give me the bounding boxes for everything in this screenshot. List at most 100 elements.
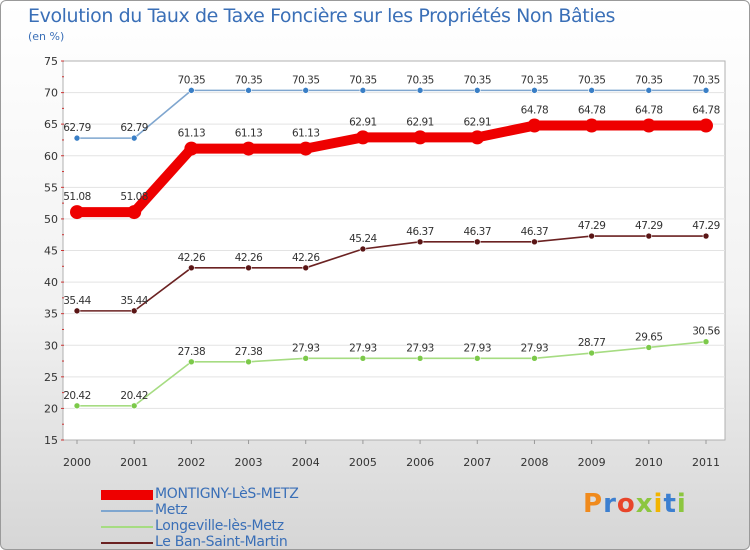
- logo-letter: x: [635, 489, 654, 519]
- logo-letter: i: [676, 489, 687, 519]
- data-point[interactable]: [302, 355, 310, 362]
- data-point[interactable]: [73, 307, 81, 315]
- data-point[interactable]: [584, 118, 599, 133]
- data-label: 47.29: [692, 220, 720, 232]
- data-point[interactable]: [359, 355, 367, 362]
- data-label: 64.78: [578, 105, 606, 117]
- data-point[interactable]: [188, 87, 195, 94]
- data-label: 61.13: [178, 128, 206, 140]
- chart-subtitle: (en %): [28, 30, 65, 43]
- data-label: 62.79: [63, 122, 91, 134]
- logo-letter: P: [583, 489, 604, 519]
- legend-label-longeville: Longeville-lès-Metz: [155, 518, 284, 534]
- data-label: 42.26: [178, 252, 206, 264]
- data-point[interactable]: [702, 338, 710, 346]
- data-point[interactable]: [473, 238, 481, 246]
- data-point[interactable]: [473, 87, 481, 94]
- data-label: 27.38: [235, 346, 263, 358]
- legend-label-metz: Metz: [155, 502, 188, 518]
- data-label: 61.13: [292, 128, 320, 140]
- data-label: 27.38: [178, 346, 206, 358]
- logo-letter: t: [663, 489, 677, 519]
- data-label: 46.37: [406, 226, 434, 238]
- data-point[interactable]: [302, 87, 310, 94]
- data-point[interactable]: [641, 118, 656, 133]
- series-line-0: [72, 120, 711, 218]
- y-tick-label: 30: [44, 339, 58, 352]
- data-point[interactable]: [302, 264, 310, 272]
- data-label: 62.91: [406, 116, 434, 128]
- y-tick-label: 55: [44, 181, 58, 194]
- data-point[interactable]: [699, 118, 713, 133]
- data-point[interactable]: [531, 355, 538, 362]
- legend-label-montigny: MONTIGNY-LèS-METZ: [155, 486, 299, 502]
- proxiti-logo[interactable]: Proxiti: [583, 489, 687, 519]
- y-tick-label: 35: [44, 308, 58, 321]
- logo-letter: r: [603, 489, 617, 519]
- data-point[interactable]: [588, 87, 595, 94]
- data-label: 45.24: [349, 233, 377, 245]
- y-tick-label: 15: [44, 434, 58, 447]
- data-point[interactable]: [473, 355, 481, 362]
- data-point[interactable]: [188, 264, 195, 272]
- data-point[interactable]: [70, 205, 84, 220]
- data-point[interactable]: [413, 130, 428, 145]
- data-label: 27.93: [521, 342, 549, 354]
- logo-letter: i: [653, 489, 664, 519]
- x-tick-label: 2001: [120, 456, 148, 469]
- data-point[interactable]: [245, 264, 252, 272]
- data-label: 35.44: [120, 295, 148, 307]
- data-point[interactable]: [645, 344, 653, 351]
- data-point[interactable]: [527, 118, 542, 133]
- data-point[interactable]: [645, 232, 653, 240]
- x-tick-label: 2008: [520, 456, 548, 469]
- data-point[interactable]: [73, 134, 81, 142]
- data-point[interactable]: [73, 402, 81, 410]
- data-point[interactable]: [241, 141, 256, 156]
- data-point[interactable]: [130, 134, 138, 142]
- data-label: 64.78: [692, 105, 720, 117]
- data-point[interactable]: [588, 232, 595, 240]
- data-point[interactable]: [416, 87, 424, 94]
- data-label: 70.35: [235, 74, 263, 86]
- data-label: 27.93: [406, 342, 434, 354]
- axes: 15 20 25 30 35 40 45 50 55 60 65 70 75 2000 2001 2002 20…: [44, 55, 720, 469]
- data-point[interactable]: [531, 87, 538, 94]
- data-point[interactable]: [702, 232, 710, 240]
- data-label: 70.35: [578, 74, 606, 86]
- data-point[interactable]: [188, 358, 195, 366]
- data-label: 70.35: [692, 74, 720, 86]
- legend-swatch-metz: [101, 510, 153, 512]
- data-point[interactable]: [470, 130, 485, 145]
- data-label: 61.13: [235, 128, 263, 140]
- y-tick-label: 60: [44, 150, 58, 163]
- data-point[interactable]: [416, 238, 424, 246]
- data-label: 64.78: [521, 105, 549, 117]
- y-tick-label: 65: [44, 118, 58, 131]
- legend-swatch-longeville: [101, 526, 153, 528]
- data-point[interactable]: [245, 87, 252, 94]
- data-label: 35.44: [63, 295, 91, 307]
- data-point[interactable]: [298, 141, 313, 156]
- chart-title: Evolution du Taux de Taxe Foncière sur l…: [28, 5, 616, 27]
- data-point[interactable]: [702, 87, 710, 94]
- data-point[interactable]: [130, 307, 138, 315]
- data-point[interactable]: [531, 238, 538, 246]
- data-point[interactable]: [359, 87, 367, 94]
- data-point[interactable]: [245, 358, 252, 366]
- data-point[interactable]: [359, 245, 367, 253]
- x-tick-label: 2005: [349, 456, 377, 469]
- logo-letter: o: [616, 489, 636, 519]
- data-point[interactable]: [127, 205, 142, 220]
- x-tick-label: 2011: [692, 456, 720, 469]
- data-point[interactable]: [184, 141, 199, 156]
- data-point[interactable]: [416, 355, 424, 362]
- data-label: 70.35: [635, 74, 663, 86]
- data-point[interactable]: [130, 402, 138, 410]
- series-line-1: [76, 89, 707, 139]
- y-tick-label: 75: [44, 55, 58, 68]
- data-point[interactable]: [645, 87, 653, 94]
- data-point[interactable]: [588, 349, 595, 357]
- data-point[interactable]: [355, 130, 370, 145]
